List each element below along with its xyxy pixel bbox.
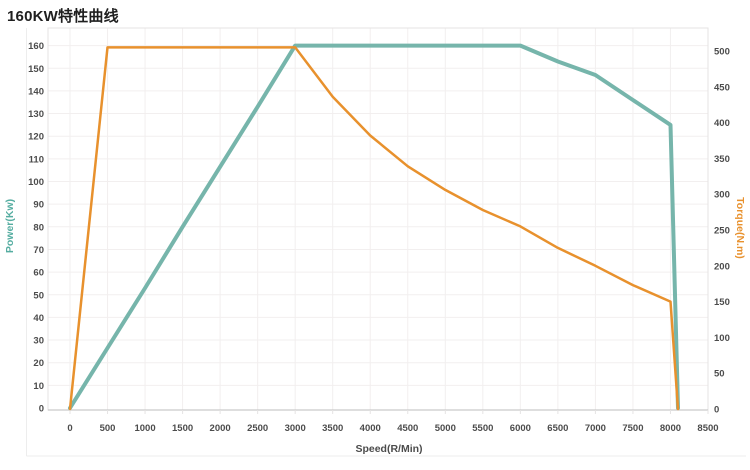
power-tick-label: 80 [33,222,44,233]
x-tick-label: 7000 [585,423,606,434]
x-tick-label: 1500 [172,423,193,434]
power-tick-label: 120 [28,132,44,143]
x-tick-label: 4000 [360,423,381,434]
x-tick-label: 0 [67,423,72,434]
power-tick-label: 0 [39,404,44,415]
power-tick-label: 160 [28,41,44,52]
x-tick-label: 5000 [435,423,456,434]
torque-tick-label: 500 [714,47,730,58]
x-tick-label: 4500 [397,423,418,434]
x-tick-label: 8000 [660,423,681,434]
x-tick-label: 3000 [285,423,306,434]
power-axis-title: Power(Kw) [4,199,16,253]
torque-tick-label: 400 [714,118,730,129]
torque-tick-label: 150 [714,297,730,308]
torque-tick-label: 50 [714,369,725,380]
x-tick-label: 2000 [210,423,231,434]
x-tick-label: 5500 [472,423,493,434]
x-tick-label: 500 [100,423,116,434]
power-tick-label: 140 [28,86,44,97]
power-tick-label: 70 [33,245,44,256]
x-tick-label: 6500 [547,423,568,434]
power-line [68,43,680,410]
x-tick-label: 7500 [622,423,643,434]
torque-tick-label: 100 [714,333,730,344]
power-tick-label: 10 [33,381,44,392]
x-tick-label: 2500 [247,423,268,434]
power-tick-label: 40 [33,313,44,324]
x-tick-label: 6000 [510,423,531,434]
x-tick-label: 1000 [134,423,155,434]
x-tick-label: 8500 [697,423,718,434]
power-tick-label: 50 [33,290,44,301]
x-axis-title: Speed(R/Min) [355,443,422,455]
torque-tick-label: 200 [714,261,730,272]
x-tick-label: 3500 [322,423,343,434]
power-tick-label: 90 [33,200,44,211]
torque-tick-label: 300 [714,190,730,201]
power-tick-label: 20 [33,358,44,369]
power-tick-label: 100 [28,177,44,188]
torque-tick-label: 350 [714,154,730,165]
power-tick-label: 130 [28,109,44,120]
power-tick-label: 30 [33,336,44,347]
torque-tick-label: 0 [714,405,719,416]
torque-tick-label: 250 [714,226,730,237]
power-tick-label: 60 [33,268,44,279]
page-title: 160KW特性曲线 [7,8,119,25]
power-tick-label: 150 [28,64,44,75]
torque-axis-title: Torque(N.m) [734,197,746,259]
torque-tick-label: 450 [714,82,730,93]
torque-line [68,46,680,411]
power-tick-label: 110 [29,154,44,165]
